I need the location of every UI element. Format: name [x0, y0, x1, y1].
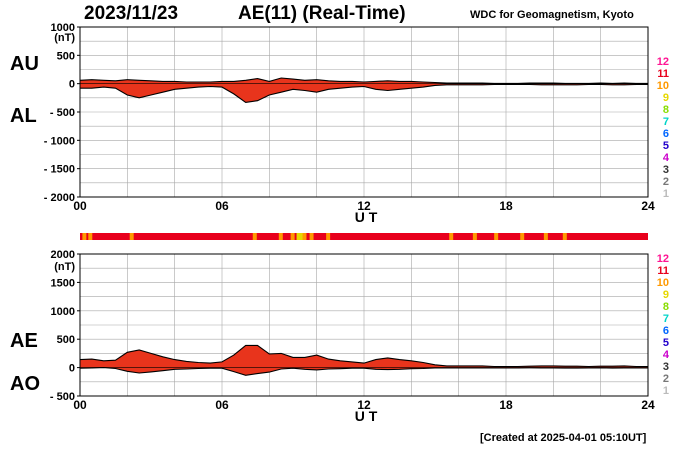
station-count-label: 9: [663, 289, 669, 301]
strip-segment: [129, 233, 134, 240]
series-label-ao: AO: [10, 373, 40, 395]
station-count-label: 3: [663, 164, 669, 176]
station-count-label: 3: [663, 361, 669, 373]
strip-segment: [309, 233, 314, 240]
strip-segment: [82, 233, 87, 240]
x-tick-label: 12: [357, 398, 371, 412]
x-tick-label: 00: [73, 199, 87, 213]
station-count-label: 8: [663, 104, 669, 116]
strip-segment: [543, 233, 548, 240]
x-tick-label: 18: [499, 199, 513, 213]
strip-segment: [302, 233, 307, 240]
x-tick-label: 12: [357, 199, 371, 213]
grid-lines-panel-1: [79, 26, 649, 198]
x-axis-label: U T: [355, 408, 378, 424]
y-tick-label: 1500: [51, 277, 75, 289]
x-tick-label: 06: [215, 398, 229, 412]
station-count-label: 5: [663, 337, 669, 349]
y-tick-label: - 1000: [44, 135, 75, 147]
strip-segment: [562, 233, 567, 240]
y-tick-label: 2000: [51, 249, 75, 261]
station-count-label: 9: [663, 92, 669, 104]
station-count-label: 12: [657, 253, 669, 265]
y-tick-label: 500: [57, 334, 75, 346]
strip-segment: [494, 233, 499, 240]
x-axis-label: U T: [355, 209, 378, 225]
x-tick-label: 24: [641, 398, 655, 412]
series-label-ae: AE: [10, 330, 38, 352]
y-axis-unit-label: (nT): [54, 261, 75, 273]
station-count-label: 12: [657, 56, 669, 68]
plot-frame-panel-2: [79, 253, 649, 397]
series-line-ae: [79, 344, 648, 368]
strip-segment: [472, 233, 477, 240]
station-count-label: 2: [663, 176, 669, 188]
station-count-label: 4: [663, 349, 670, 361]
y-tick-label: 1000: [51, 22, 75, 34]
series-line-al: [80, 83, 648, 103]
series-label-au: AU: [10, 53, 39, 75]
strip-segment: [326, 233, 331, 240]
y-tick-label: - 2000: [44, 192, 75, 204]
strip-segment: [252, 233, 257, 240]
y-tick-label: - 1500: [44, 164, 75, 176]
source-label: WDC for Geomagnetism, Kyoto: [470, 9, 634, 21]
station-count-label: 7: [663, 313, 669, 325]
y-tick-label: 1000: [51, 306, 75, 318]
chart-title: AE(11) (Real-Time): [238, 3, 406, 24]
strip-segment: [449, 233, 454, 240]
x-tick-label: 18: [499, 398, 513, 412]
station-count-label: 4: [663, 152, 670, 164]
station-count-label: 11: [657, 265, 669, 277]
date-title: 2023/11/23: [84, 3, 179, 24]
strip-segment: [88, 233, 93, 240]
created-label: [Created at 2025-04-01 05:10UT]: [480, 432, 647, 444]
y-tick-label: 500: [57, 50, 75, 62]
station-count-label: 5: [663, 140, 669, 152]
y-tick-label: - 500: [50, 391, 75, 403]
y-tick-label: 0: [69, 79, 75, 91]
station-count-label: 6: [663, 325, 669, 337]
strip-segment: [296, 233, 303, 240]
station-count-label: 10: [657, 277, 669, 289]
station-count-label: 8: [663, 301, 669, 313]
x-tick-label: 06: [215, 199, 229, 213]
station-count-label: 10: [657, 80, 669, 92]
strip-segment: [520, 233, 525, 240]
station-count-label: 6: [663, 128, 669, 140]
strip-bar: [80, 233, 648, 240]
y-tick-label: - 500: [50, 107, 75, 119]
series-line-au: [79, 77, 648, 84]
station-count-label: 1: [663, 385, 669, 397]
station-count-label: 1: [663, 188, 669, 200]
x-tick-label: 00: [73, 398, 87, 412]
station-count-label: 2: [663, 373, 669, 385]
y-tick-label: 0: [69, 363, 75, 375]
station-count-label: 11: [657, 68, 669, 80]
series-label-al: AL: [10, 105, 37, 127]
strip-segment: [290, 233, 295, 240]
strip-segment: [278, 233, 283, 240]
y-axis-unit-label: (nT): [54, 32, 75, 44]
x-tick-label: 24: [641, 199, 655, 213]
station-count-label: 7: [663, 116, 669, 128]
station-count-strip: [80, 233, 648, 240]
grid-lines-panel-2: [79, 253, 649, 397]
